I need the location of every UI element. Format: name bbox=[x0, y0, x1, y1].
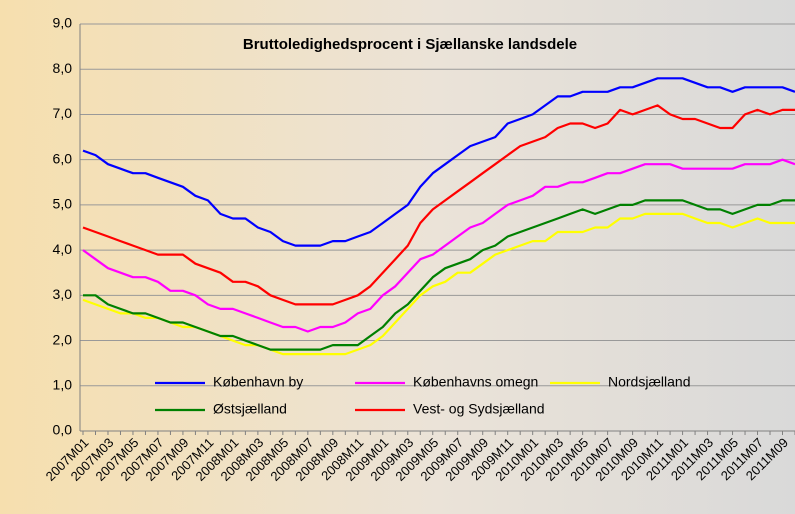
y-tick-label: 2,0 bbox=[53, 331, 73, 347]
y-tick-label: 7,0 bbox=[53, 105, 73, 121]
y-tick-label: 9,0 bbox=[53, 15, 73, 31]
y-tick-label: 8,0 bbox=[53, 60, 73, 76]
y-tick-label: 4,0 bbox=[53, 241, 73, 257]
y-tick-label: 6,0 bbox=[53, 150, 73, 166]
y-tick-label: 1,0 bbox=[53, 376, 73, 392]
series-line bbox=[82, 77, 795, 247]
y-tick-label: 5,0 bbox=[53, 196, 73, 212]
series-line bbox=[82, 158, 795, 333]
series-line bbox=[83, 199, 795, 351]
y-tick-label: 0,0 bbox=[53, 422, 73, 438]
legend-label: Nordsjælland bbox=[608, 374, 690, 390]
legend-label: Vest- og Sydsjælland bbox=[413, 401, 545, 417]
chart-title: Bruttoledighedsprocent i Sjællanske land… bbox=[243, 36, 577, 53]
series-line bbox=[82, 104, 795, 306]
legend-label: København by bbox=[213, 374, 303, 390]
legend-label: Københavns omegn bbox=[413, 374, 538, 390]
legend-label: Østsjælland bbox=[213, 401, 287, 417]
y-tick-label: 3,0 bbox=[53, 286, 73, 302]
